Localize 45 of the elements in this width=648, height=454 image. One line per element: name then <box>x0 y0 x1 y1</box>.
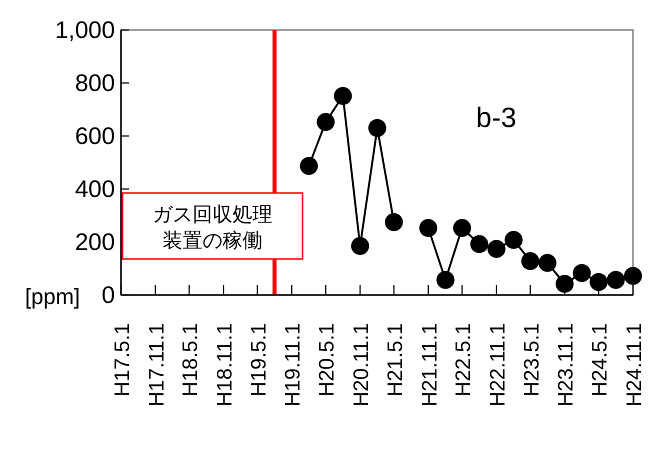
x-tick-label: H17.5.1 <box>111 323 134 397</box>
x-tick-label: H23.5.1 <box>520 323 544 397</box>
y-tick-label: 1,000 <box>54 17 115 44</box>
point <box>538 254 556 272</box>
point <box>606 270 625 289</box>
x-tick-label: H21.11.1 <box>418 323 442 407</box>
x-tick-label: H24.11.1 <box>623 323 646 407</box>
point <box>453 218 472 237</box>
x-tick-label: H22.5.1 <box>452 323 476 397</box>
point <box>316 112 335 131</box>
point <box>624 266 642 285</box>
x-tick-label: H20.5.1 <box>316 323 339 397</box>
x-tick-label: H23.11.1 <box>554 323 578 407</box>
point <box>556 274 574 293</box>
point <box>300 156 318 175</box>
point <box>487 240 506 258</box>
annotation: b-3 <box>476 102 516 133</box>
y-tick-label: 0 <box>102 282 115 309</box>
x-tick-label: H21.5.1 <box>384 323 407 397</box>
point <box>470 235 488 254</box>
x-tick-label: H18.11.1 <box>214 323 237 407</box>
point <box>504 230 523 249</box>
point <box>351 236 370 255</box>
point <box>334 86 352 105</box>
x-tick-label: H19.11.1 <box>282 323 305 407</box>
x-tick-label: H20.11.1 <box>350 323 374 407</box>
point <box>436 270 454 289</box>
point <box>572 264 591 282</box>
point <box>590 273 608 292</box>
x-tick-label: H22.11.1 <box>486 323 510 407</box>
y-tick-label: 200 <box>74 229 115 256</box>
point <box>521 252 540 270</box>
y-tick-label: 800 <box>74 70 115 97</box>
x-tick-label: H19.5.1 <box>247 323 270 397</box>
y-tick-label: 400 <box>74 176 115 203</box>
x-tick-label: H18.5.1 <box>179 323 202 397</box>
point <box>368 119 386 138</box>
point <box>384 213 403 232</box>
point <box>419 218 438 237</box>
y-tick-label: 600 <box>74 123 115 150</box>
y-axis-title: [ppm] <box>25 284 80 309</box>
ref-label: ガス回収処理装置の稼働 <box>122 192 304 260</box>
x-tick-label: H24.5.1 <box>588 323 612 397</box>
ref-line-label: ガス回収処理装置の稼働 <box>152 204 273 252</box>
x-tick-label: H17.11.1 <box>145 323 168 407</box>
